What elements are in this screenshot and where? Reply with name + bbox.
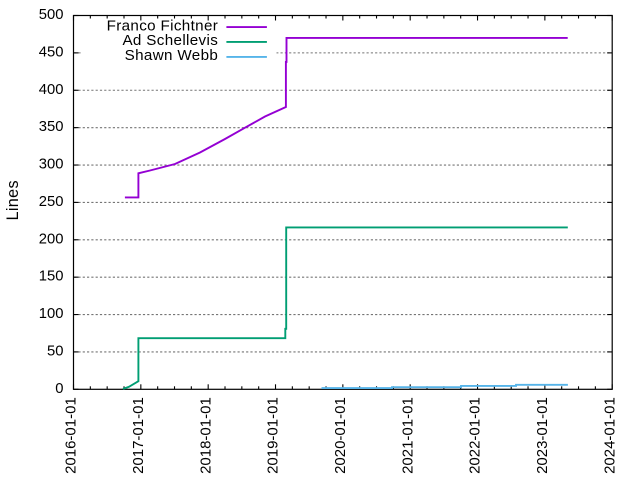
svg-text:150: 150 bbox=[39, 269, 64, 285]
svg-text:500: 500 bbox=[39, 7, 64, 23]
svg-text:400: 400 bbox=[39, 82, 64, 98]
svg-text:0: 0 bbox=[55, 381, 63, 397]
svg-text:2021-01-01: 2021-01-01 bbox=[399, 397, 416, 474]
svg-text:250: 250 bbox=[39, 194, 64, 210]
svg-text:2022-01-01: 2022-01-01 bbox=[467, 397, 484, 474]
svg-text:300: 300 bbox=[39, 157, 64, 173]
svg-text:Ad Schellevis: Ad Schellevis bbox=[122, 32, 218, 49]
svg-text:2017-01-01: 2017-01-01 bbox=[130, 397, 147, 474]
svg-text:Franco Fichtner: Franco Fichtner bbox=[107, 17, 219, 34]
svg-text:350: 350 bbox=[39, 119, 64, 135]
svg-text:200: 200 bbox=[39, 231, 64, 247]
svg-text:50: 50 bbox=[47, 343, 63, 359]
svg-text:2024-01-01: 2024-01-01 bbox=[601, 397, 618, 474]
svg-text:Lines: Lines bbox=[4, 180, 22, 220]
svg-text:2023-01-01: 2023-01-01 bbox=[534, 397, 551, 474]
svg-text:450: 450 bbox=[39, 44, 64, 60]
svg-text:2016-01-01: 2016-01-01 bbox=[63, 397, 80, 474]
svg-text:2018-01-01: 2018-01-01 bbox=[197, 397, 214, 474]
svg-text:2020-01-01: 2020-01-01 bbox=[332, 397, 349, 474]
svg-text:2019-01-01: 2019-01-01 bbox=[265, 397, 282, 474]
svg-text:Shawn Webb: Shawn Webb bbox=[125, 47, 219, 64]
svg-text:100: 100 bbox=[39, 306, 64, 322]
